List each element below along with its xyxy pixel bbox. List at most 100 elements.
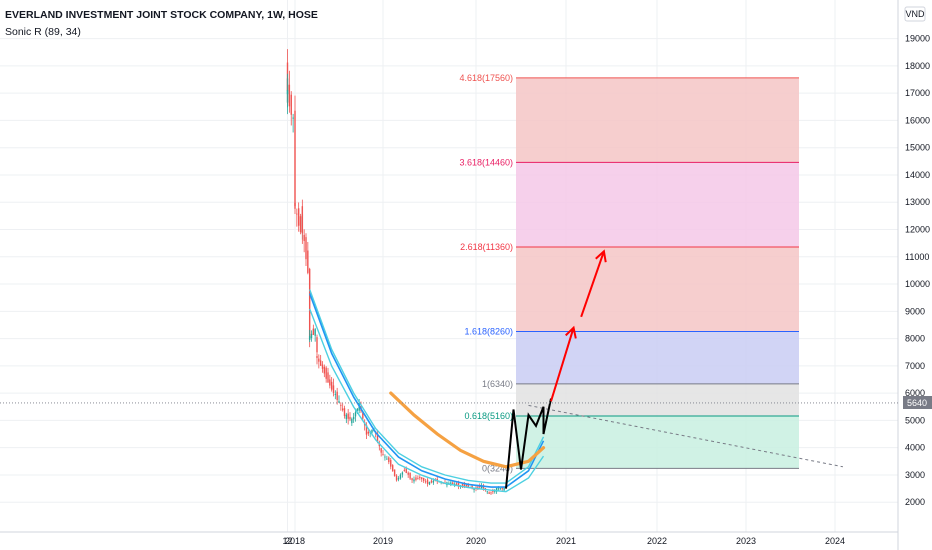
candle-body xyxy=(467,485,469,487)
ema-lower-line xyxy=(309,308,545,493)
price-tick-label: 11000 xyxy=(905,252,929,262)
candle-body xyxy=(488,492,490,494)
candle-body xyxy=(294,110,296,207)
candle-body xyxy=(286,90,289,95)
time-tick-label: 2019 xyxy=(373,536,393,546)
target-arrow-head xyxy=(595,249,607,263)
price-tick-label: 7000 xyxy=(905,361,925,371)
candle-body xyxy=(336,391,338,400)
price-tick-label: 10000 xyxy=(905,279,930,289)
candle-body xyxy=(307,250,309,273)
ema-orange-curve xyxy=(389,391,546,469)
currency-label[interactable]: VND xyxy=(905,9,925,19)
last-price-value: 5640 xyxy=(907,398,927,408)
candle-body xyxy=(407,472,409,475)
candle-body xyxy=(501,488,503,490)
price-axis[interactable]: VND 2000 3000 4000 5000 6000 7000 8000 9000 1000… xyxy=(904,6,930,507)
fib-zone xyxy=(516,77,799,163)
fib-level-label: 3.618(14460) xyxy=(459,157,513,167)
candle-body xyxy=(386,458,388,460)
candle-body xyxy=(347,413,349,419)
candle-body xyxy=(290,94,292,115)
candle-body xyxy=(367,431,370,434)
candle-body xyxy=(330,381,333,390)
candle-body xyxy=(477,486,479,488)
fib-level-label: 1.618(8260) xyxy=(464,327,513,337)
fib-level-label: 4.618(17560) xyxy=(459,73,513,83)
candle-body xyxy=(388,457,390,463)
candle-body xyxy=(294,202,296,209)
candle-body xyxy=(426,479,429,484)
fib-level-label: 0.618(5160) xyxy=(464,411,513,421)
time-tick-label: 12 xyxy=(282,536,292,546)
time-tick-label: 2018 xyxy=(285,536,305,546)
candle-body xyxy=(384,456,386,458)
candle-body xyxy=(318,358,320,362)
zigzag-pattern xyxy=(505,398,552,489)
ema-upper-line xyxy=(309,289,545,484)
candle-body xyxy=(327,372,329,383)
candle-body xyxy=(428,481,431,485)
time-tick-label: 2024 xyxy=(825,536,845,546)
price-tick-label: 14000 xyxy=(905,170,930,180)
candle-body xyxy=(413,479,415,482)
candle-body xyxy=(471,485,473,489)
candle-body xyxy=(382,454,384,455)
candle-body xyxy=(465,485,468,487)
candle-body xyxy=(401,472,404,475)
price-tick-label: 9000 xyxy=(905,306,925,316)
fib-zone xyxy=(516,331,799,384)
candle-body xyxy=(312,328,315,335)
candle-body xyxy=(430,480,433,483)
price-tick-label: 8000 xyxy=(905,334,925,344)
fib-zone xyxy=(516,246,799,332)
price-tick-label: 12000 xyxy=(905,225,930,235)
candle-body xyxy=(308,336,311,340)
candle-body xyxy=(497,488,500,490)
candle-body xyxy=(395,475,398,481)
fib-level-label: 2.618(11360) xyxy=(460,242,513,252)
candle-body xyxy=(351,418,353,424)
candle-body xyxy=(461,484,464,487)
last-price-marker: 5640 xyxy=(903,396,932,409)
price-tick-label: 19000 xyxy=(905,34,930,44)
price-tick-label: 2000 xyxy=(905,497,925,507)
candle-body xyxy=(457,483,460,487)
candle-body xyxy=(452,482,454,485)
candle-body xyxy=(314,329,316,336)
candle-body xyxy=(380,448,382,453)
candle-body xyxy=(403,470,406,471)
candle-body xyxy=(292,117,294,119)
price-tick-label: 13000 xyxy=(905,197,930,207)
candle-body xyxy=(417,478,419,480)
candle-body xyxy=(341,408,344,411)
candle-body xyxy=(338,401,340,403)
time-tick-label: 2021 xyxy=(556,536,576,546)
candle-body xyxy=(409,472,411,479)
candle-body xyxy=(343,408,346,417)
candle-body xyxy=(356,408,359,411)
candle-body xyxy=(345,414,348,420)
fibonacci-extension[interactable]: 4.618(17560) 3.618(14460) 2.618(11360) 1.61… xyxy=(459,73,844,474)
candle-body xyxy=(303,234,305,241)
candle-body xyxy=(424,481,427,483)
candle-body xyxy=(296,213,298,215)
indicator-label[interactable]: Sonic R (89, 34) xyxy=(5,26,81,38)
candle-body xyxy=(354,412,357,417)
candle-body xyxy=(362,412,364,419)
user-drawings[interactable] xyxy=(0,249,898,489)
candle-body xyxy=(310,333,313,339)
candle-body xyxy=(499,488,502,490)
fib-trend-line xyxy=(528,404,844,468)
candle-body xyxy=(376,433,379,442)
candle-body xyxy=(397,478,400,480)
candle-body xyxy=(288,84,291,107)
candle-body xyxy=(411,478,413,481)
candle-body xyxy=(334,393,337,395)
candle-body xyxy=(393,469,396,477)
candle-body xyxy=(421,477,423,480)
candle-body xyxy=(325,367,327,379)
candle-body xyxy=(495,487,498,492)
